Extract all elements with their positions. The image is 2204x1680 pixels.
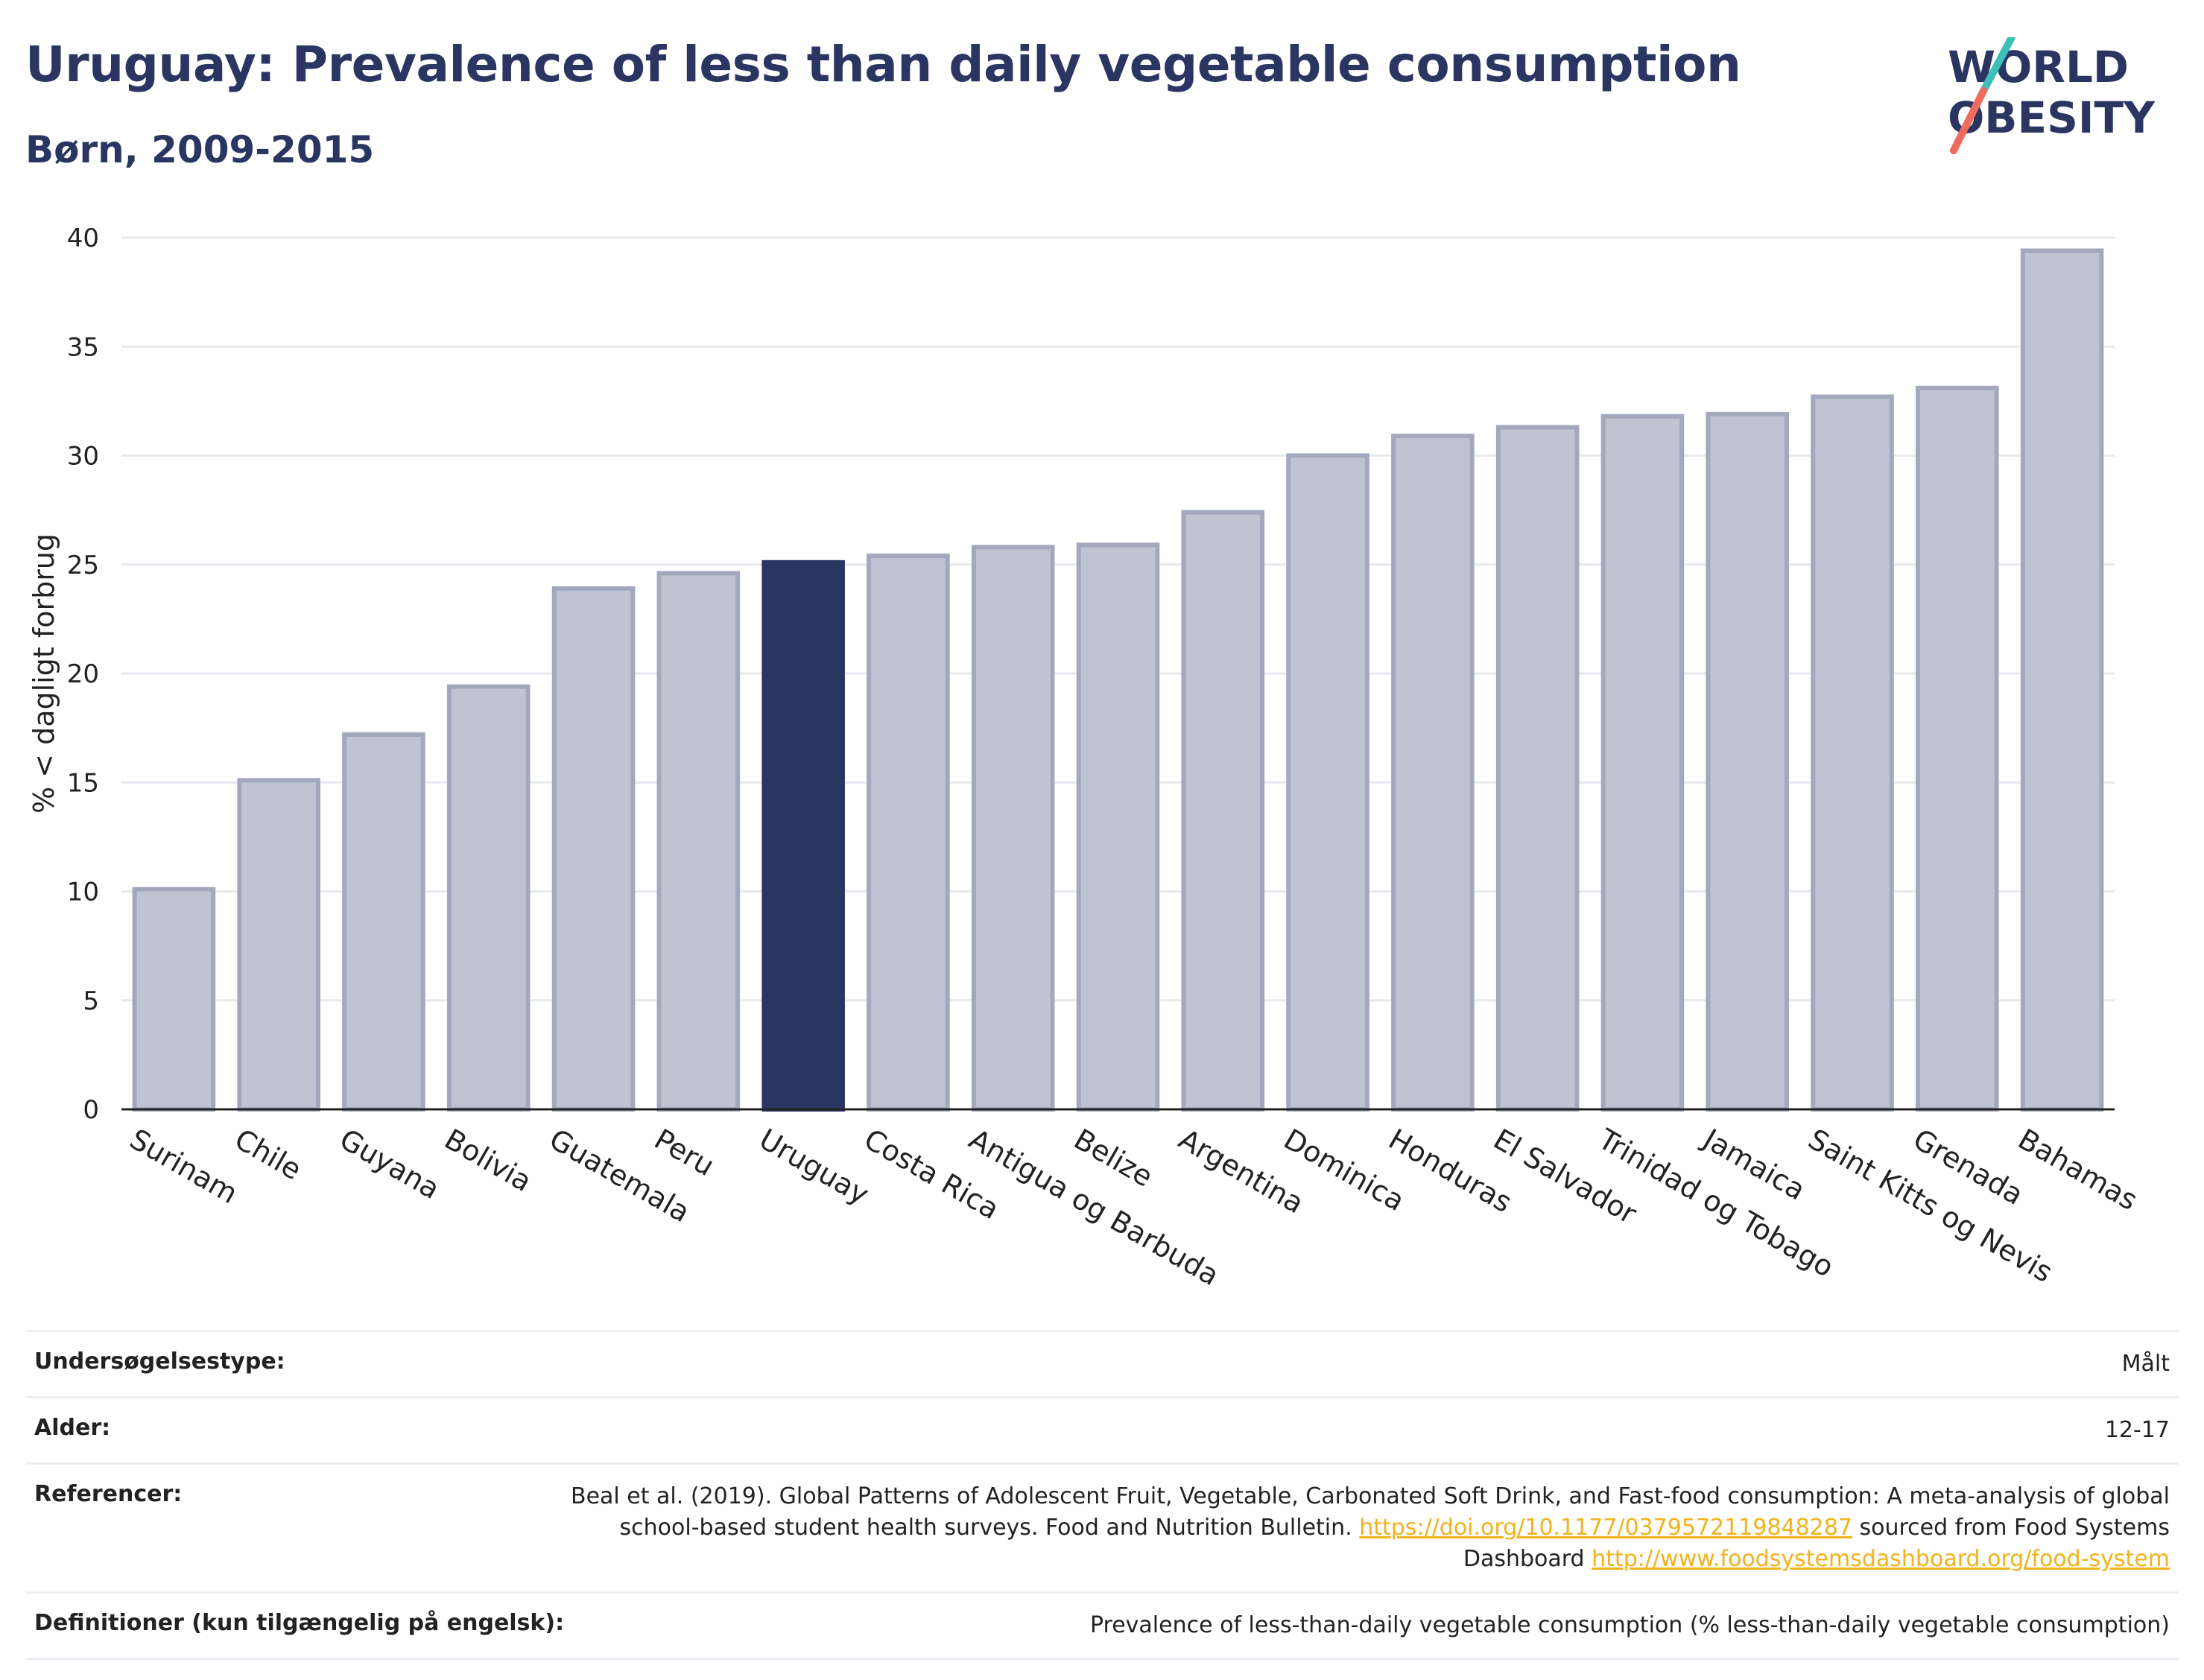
logo-line1: WORLD: [1948, 42, 2129, 92]
world-obesity-logo: WORLD OBESITY: [1948, 37, 2156, 154]
info-label: Definitioner (kun tilgængelig på engelsk…: [34, 1610, 565, 1636]
page-subtitle: Børn, 2009-2015: [25, 128, 375, 171]
bar-belize: [1076, 542, 1160, 1112]
x-tick-label: Bahamas: [2013, 1123, 2143, 1217]
bar-honduras: [1391, 434, 1475, 1112]
x-tick-label: Peru: [649, 1123, 720, 1182]
reference-source-text: sourced from Food Systems Dashboard: [1463, 1515, 2170, 1572]
info-row-survey-type: Undersøgelsestype: Målt: [25, 1330, 2179, 1396]
y-tick-label: 20: [67, 659, 99, 689]
x-tick-label: Chile: [229, 1123, 307, 1187]
y-tick-label: 5: [83, 986, 99, 1016]
bar-peru: [656, 571, 741, 1112]
x-tick-label: Surinam: [124, 1123, 244, 1210]
y-tick-label: 30: [67, 442, 99, 472]
info-value: Beal et al. (2019). Global Patterns of A…: [568, 1481, 2170, 1575]
info-label: Undersøgelsestype:: [34, 1348, 285, 1375]
bar-uruguay: [761, 560, 845, 1112]
reference-text: Beal et al. (2019). Global Patterns of A…: [570, 1483, 2170, 1541]
x-tick-label: Guyana: [334, 1123, 445, 1205]
info-value: Prevalence of less-than-daily vegetable …: [1089, 1612, 2170, 1638]
info-value: 12-17: [2104, 1417, 2170, 1443]
bar-antigua-og-barbuda: [971, 545, 1055, 1112]
bar-trinidad-og-tobago: [1600, 413, 1685, 1112]
bar-bolivia: [446, 684, 531, 1112]
y-tick-label: 35: [67, 332, 99, 362]
logo-slash-top: [1980, 37, 2015, 95]
bar-chile: [237, 778, 320, 1112]
page-title: Uruguay: Prevalence of less than daily v…: [25, 36, 1741, 93]
bar-dominica: [1286, 453, 1369, 1112]
doi-link[interactable]: https://doi.org/10.1177/0379572119848287: [1359, 1515, 1852, 1541]
bar-guatemala: [551, 586, 636, 1112]
bar-guyana: [342, 732, 425, 1112]
info-label: Referencer:: [34, 1481, 183, 1507]
bar-jamaica: [1706, 411, 1790, 1112]
info-row-references: Referencer: Beal et al. (2019). Global P…: [25, 1462, 2179, 1591]
logo-slash-bottom: [1950, 87, 1987, 154]
bar-surinam: [132, 887, 216, 1112]
bar-chart: 0 5 10 15 20 25 30 35 40 % < dagligt forbrug Surin…: [28, 224, 2143, 1292]
bar-grenada: [1916, 385, 1999, 1112]
info-table: Undersøgelsestype: Målt Alder: 12-17 Ref…: [25, 1330, 2179, 1660]
y-tick-label: 25: [67, 551, 99, 580]
bar-saint-kitts-og-nevis: [1811, 394, 1894, 1112]
x-tick-label: Bolivia: [439, 1123, 537, 1198]
dashboard-link[interactable]: http://www.foodsystemsdashboard.org/food…: [1592, 1546, 2170, 1572]
y-tick-label: 40: [67, 224, 99, 253]
x-tick-label: Uruguay: [754, 1123, 875, 1211]
info-row-definitions: Definitioner (kun tilgængelig på engelsk…: [25, 1591, 2179, 1660]
bar-el-salvador: [1495, 425, 1580, 1112]
bar-bahamas: [2020, 248, 2104, 1112]
info-row-age: Alder: 12-17: [25, 1396, 2179, 1462]
y-tick-label: 15: [67, 768, 99, 798]
bar-costa-rica: [867, 554, 950, 1112]
y-axis-title: % < dagligt forbrug: [28, 533, 60, 814]
y-tick-label: 0: [83, 1095, 99, 1125]
y-tick-label: 10: [67, 878, 99, 907]
info-value: Målt: [2121, 1351, 2170, 1377]
info-label: Alder:: [34, 1415, 111, 1441]
bar-argentina: [1181, 510, 1265, 1112]
